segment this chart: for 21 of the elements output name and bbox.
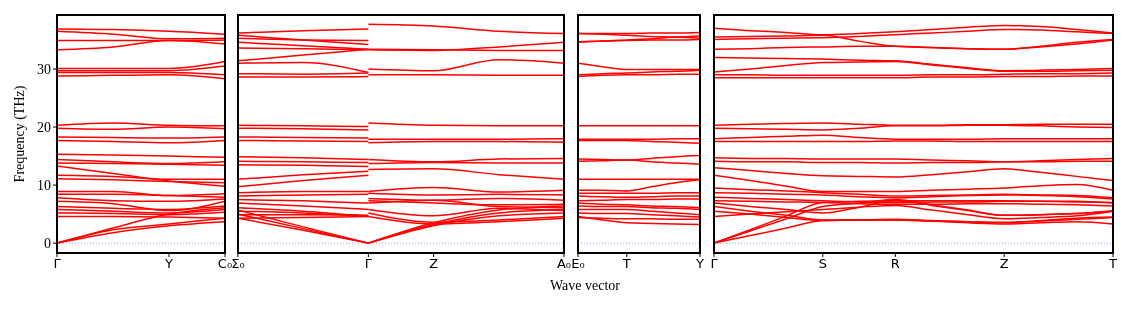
x-tick-label: Σ₀ bbox=[231, 256, 245, 272]
y-tick-label: 30 bbox=[37, 61, 51, 77]
y-tick-label: 10 bbox=[37, 178, 51, 194]
x-tick-label: Z bbox=[999, 256, 1009, 272]
x-axis-title: Wave vector bbox=[549, 278, 621, 294]
x-tick-label: Γ bbox=[53, 256, 62, 272]
x-tick-label: A₀ bbox=[556, 256, 572, 272]
x-tick-label: T bbox=[1108, 256, 1118, 272]
x-tick-label: Γ bbox=[710, 256, 719, 272]
x-tick-label: Z bbox=[429, 256, 439, 272]
x-tick-label: E₀ bbox=[571, 256, 585, 272]
x-tick-label: S bbox=[818, 256, 827, 272]
y-tick-label: 0 bbox=[44, 236, 51, 252]
x-tick-label: T bbox=[621, 256, 631, 272]
y-axis-title: Frequency (THz) bbox=[11, 84, 28, 185]
x-tick-label: R bbox=[890, 256, 900, 272]
x-tick-label: Y bbox=[164, 256, 174, 272]
x-tick-label: Y bbox=[695, 256, 705, 272]
x-tick-label: Γ bbox=[364, 256, 373, 272]
y-tick-label: 20 bbox=[37, 120, 51, 135]
x-tick-label: C₀ bbox=[217, 256, 233, 272]
